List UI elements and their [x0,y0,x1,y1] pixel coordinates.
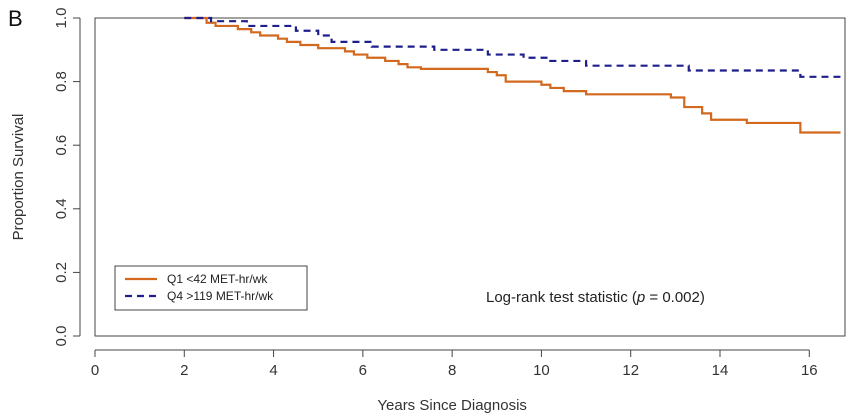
legend-label: Q1 <42 MET-hr/wk [167,272,268,286]
panel-label: B [8,6,23,31]
y-axis-title: Proportion Survival [10,114,27,241]
x-axis-title: Years Since Diagnosis [377,397,527,414]
y-tick-label: 1.0 [53,8,70,29]
y-tick-label: 0.2 [53,262,70,283]
x-tick-label: 0 [91,362,99,379]
annotation: Log-rank test statistic (p = 0.002) [486,289,705,306]
x-tick-label: 14 [712,362,729,379]
y-tick-label: 0.4 [53,198,70,219]
plot-frame [94,17,846,337]
y-tick-label: 0.6 [53,135,70,156]
series-q1-line [184,16,841,134]
x-tick-label: 4 [269,362,277,379]
legend-box [114,265,308,311]
axes: 0 2 4 6 8 10 12 14 16 0.0 0.2 0.4 0.6 0.8 1.0 Years Sin… [10,8,818,414]
x-tick-label: 12 [622,362,639,379]
x-tick-label: 10 [533,362,550,379]
x-tick-label: 6 [359,362,367,379]
y-tick-label: 0.8 [53,71,70,92]
legend: Q1 <42 MET-hr/wk Q4 >119 MET-hr/wk [114,265,308,311]
x-tick-label: 8 [448,362,456,379]
plot-border [94,17,846,337]
x-tick-label: 16 [801,362,818,379]
legend-label: Q4 >119 MET-hr/wk [167,289,274,303]
survival-curves [184,16,841,134]
x-tick-label: 2 [180,362,188,379]
log-rank-annotation: Log-rank test statistic (p = 0.002) [486,289,705,306]
y-tick-label: 0.0 [53,326,70,347]
series-q4-line [184,16,841,78]
